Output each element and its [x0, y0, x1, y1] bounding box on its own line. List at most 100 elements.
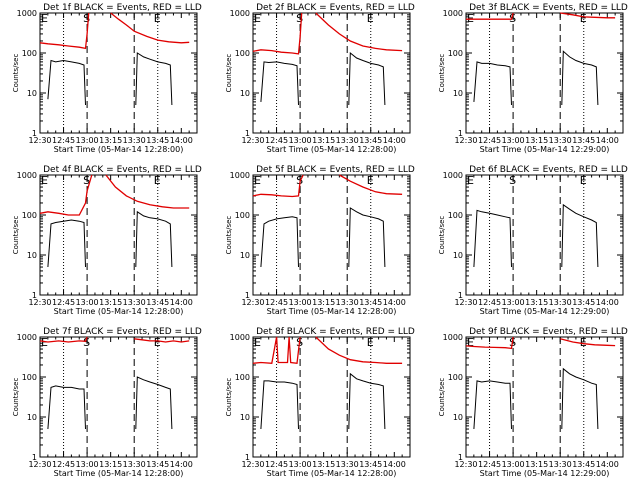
x-tick-label: 13:45 — [572, 460, 595, 469]
x-tick-label: 12:45 — [265, 298, 288, 307]
x-axis-label: Start Time (05-Mar-14 12:28:00) — [267, 307, 397, 316]
y-tick-label: 1000 — [230, 171, 250, 180]
event-marker-label: E — [254, 174, 261, 187]
y-tick-label: 1 — [32, 291, 37, 300]
x-tick-label: 13:15 — [99, 298, 122, 307]
y-tick-label: 100 — [448, 211, 463, 220]
x-tick-label: 13:30 — [123, 460, 146, 469]
x-tick-label: 12:45 — [52, 460, 75, 469]
x-tick-label: 13:30 — [549, 298, 572, 307]
events-series-line — [47, 385, 86, 430]
x-tick-label: 13:45 — [359, 460, 382, 469]
lld-series-line — [39, 336, 88, 343]
lld-series-line — [252, 174, 304, 198]
events-series-line — [135, 376, 173, 430]
events-series-line — [348, 51, 386, 106]
x-tick-label: 12:45 — [52, 298, 75, 307]
y-tick-label: 100 — [22, 49, 37, 58]
event-marker-label: S — [509, 174, 516, 187]
x-tick-label: 13:30 — [549, 136, 572, 145]
lld-series-line — [39, 174, 93, 216]
x-tick-label: 14:00 — [596, 460, 619, 469]
y-tick-label: 1000 — [17, 9, 37, 18]
y-tick-label: 1 — [458, 291, 463, 300]
y-tick-label: 1000 — [443, 333, 463, 342]
x-tick-label: 13:15 — [99, 136, 122, 145]
detector-panel: Det 7f BLACK = Events, RED = LLD 1 10 100 10… — [12, 327, 202, 478]
x-axis-label: Start Time (05-Mar-14 12:28:00) — [54, 307, 184, 316]
x-tick-label: 14:00 — [383, 136, 406, 145]
event-marker-label: E — [41, 336, 48, 349]
events-series-line — [47, 59, 86, 106]
x-tick-label: 13:00 — [289, 460, 312, 469]
x-tick-label: 13:15 — [312, 136, 335, 145]
y-tick-label: 1000 — [17, 171, 37, 180]
lld-series-line — [465, 336, 514, 350]
y-tick-label: 1 — [458, 453, 463, 462]
x-axis-label: Start Time (05-Mar-14 12:29:00) — [480, 145, 610, 154]
lld-series-line — [134, 338, 190, 343]
y-tick-label: 10 — [27, 89, 37, 98]
event-marker-label: E — [467, 174, 474, 187]
x-tick-label: 13:00 — [76, 460, 99, 469]
events-series-line — [260, 61, 299, 106]
panel-title: Det 1f BLACK = Events, RED = LLD — [43, 3, 202, 13]
y-tick-label: 1000 — [17, 333, 37, 342]
events-series-line — [260, 216, 299, 268]
event-marker-label: S — [509, 12, 516, 25]
y-axis-label: Counts/sec — [438, 54, 446, 93]
x-tick-label: 13:00 — [502, 460, 525, 469]
event-marker-label: E — [467, 12, 474, 25]
event-marker-label: S — [83, 174, 90, 187]
event-marker-label: E — [467, 336, 474, 349]
event-marker-label: S — [83, 12, 90, 25]
x-axis-label: Start Time (05-Mar-14 12:29:00) — [480, 307, 610, 316]
x-tick-label: 13:15 — [312, 460, 335, 469]
event-marker-label: E — [41, 12, 48, 25]
y-tick-label: 1 — [245, 129, 250, 138]
y-tick-label: 100 — [448, 373, 463, 382]
x-tick-label: 14:00 — [383, 460, 406, 469]
detector-panel: Det 1f BLACK = Events, RED = LLD 1 10 100 10… — [12, 3, 202, 154]
lld-series-line — [110, 12, 190, 44]
panel-title: Det 9f BLACK = Events, RED = LLD — [469, 327, 628, 337]
events-series-line — [135, 210, 173, 268]
x-tick-label: 13:30 — [336, 136, 359, 145]
y-tick-label: 10 — [240, 413, 250, 422]
x-tick-label: 13:45 — [146, 136, 169, 145]
y-tick-label: 1 — [32, 129, 37, 138]
x-tick-label: 13:15 — [525, 136, 548, 145]
panel-title: Det 4f BLACK = Events, RED = LLD — [43, 165, 202, 175]
detector-panel: Det 3f BLACK = Events, RED = LLD 1 10 100 10… — [438, 3, 628, 154]
panel-title: Det 3f BLACK = Events, RED = LLD — [469, 3, 628, 13]
lld-series-line — [560, 12, 616, 19]
y-tick-label: 10 — [453, 413, 463, 422]
y-tick-label: 1 — [32, 453, 37, 462]
y-tick-label: 1000 — [443, 9, 463, 18]
y-axis-label: Counts/sec — [12, 54, 20, 93]
x-tick-label: 12:30 — [28, 460, 51, 469]
x-tick-label: 13:30 — [336, 298, 359, 307]
x-tick-label: 12:45 — [265, 136, 288, 145]
events-series-line — [561, 203, 599, 268]
x-tick-label: 14:00 — [170, 298, 193, 307]
x-tick-label: 13:45 — [572, 298, 595, 307]
y-tick-label: 100 — [235, 211, 250, 220]
x-tick-label: 12:30 — [28, 298, 51, 307]
event-marker-label: S — [296, 174, 303, 187]
event-marker-label: E — [367, 12, 374, 25]
x-tick-label: 13:15 — [312, 298, 335, 307]
detector-panel: Det 8f BLACK = Events, RED = LLD 1 10 100 10… — [225, 327, 415, 478]
x-tick-label: 13:30 — [123, 136, 146, 145]
y-tick-label: 10 — [240, 89, 250, 98]
events-series-line — [135, 52, 173, 106]
x-tick-label: 13:00 — [76, 136, 99, 145]
event-marker-label: E — [154, 336, 161, 349]
x-tick-label: 12:30 — [241, 460, 264, 469]
lld-series-line — [39, 12, 90, 50]
x-tick-label: 12:45 — [52, 136, 75, 145]
x-tick-label: 13:15 — [99, 460, 122, 469]
x-tick-label: 14:00 — [170, 136, 193, 145]
y-tick-label: 10 — [453, 89, 463, 98]
x-tick-label: 12:30 — [241, 298, 264, 307]
